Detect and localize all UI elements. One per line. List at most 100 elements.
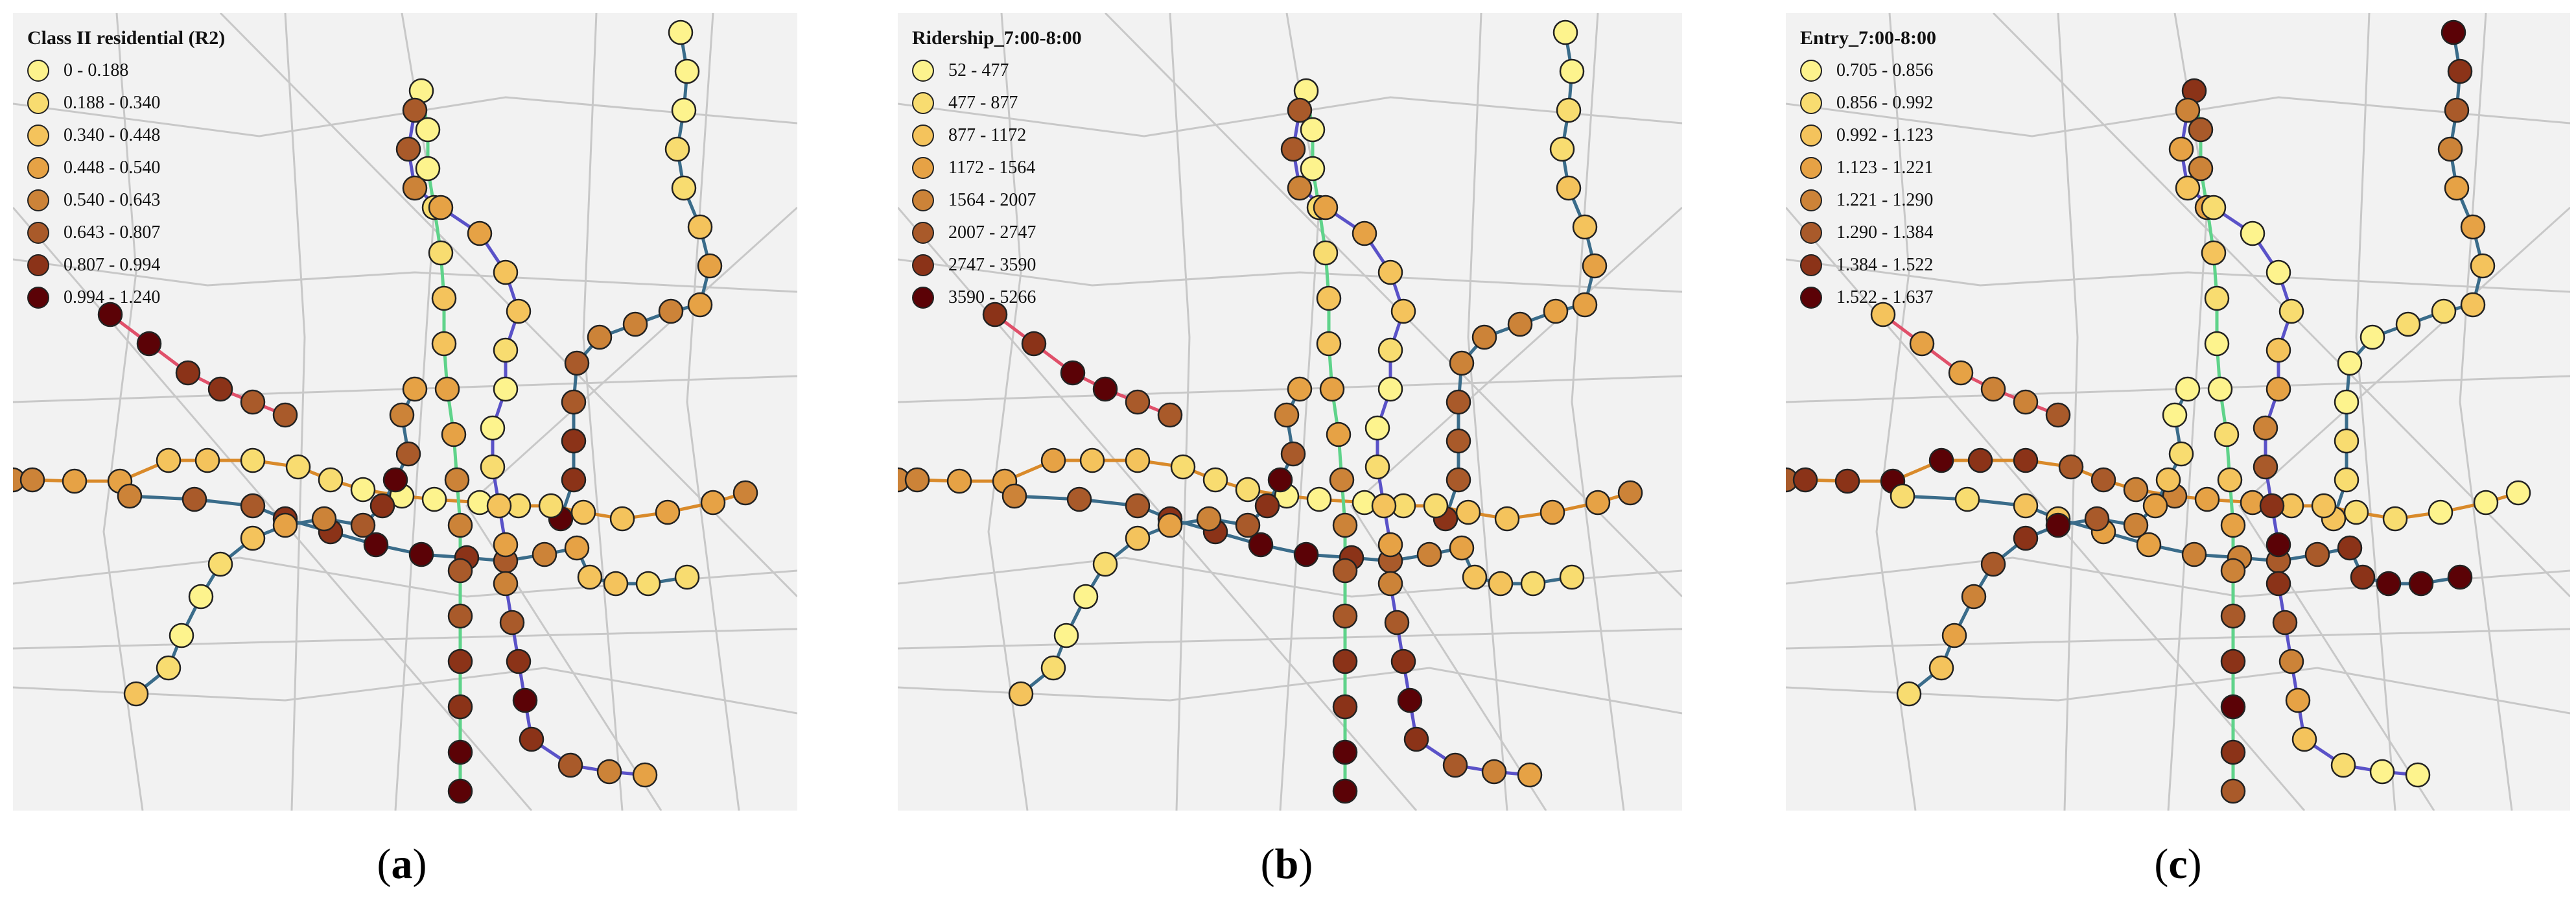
station-marker <box>447 603 473 629</box>
legend-item: 0.705 - 0.856 <box>1800 54 1936 87</box>
station-marker <box>318 467 344 493</box>
station-marker <box>609 506 635 532</box>
station-marker <box>62 468 88 494</box>
legend-title: Entry_7:00-8:00 <box>1800 27 1936 49</box>
legend-label: 877 - 1172 <box>948 125 1027 145</box>
station-marker <box>2253 415 2278 441</box>
station-marker <box>596 759 622 785</box>
caption-b: (b) <box>1260 840 1313 888</box>
station-marker <box>2220 648 2246 674</box>
station-marker <box>982 302 1008 327</box>
station-marker <box>2175 97 2201 123</box>
legend-swatch <box>1800 254 1822 276</box>
station-marker <box>2272 610 2298 636</box>
station-marker <box>2175 175 2201 201</box>
station-marker <box>2201 240 2227 266</box>
station-marker <box>2175 376 2201 402</box>
station-marker <box>1332 558 1358 584</box>
legend-label: 1.290 - 1.384 <box>1836 222 1934 243</box>
station-marker <box>363 532 389 558</box>
station-marker <box>1287 97 1313 123</box>
station-marker <box>1060 360 1086 386</box>
street <box>284 13 306 811</box>
station-marker <box>441 422 467 447</box>
station-marker <box>570 499 596 525</box>
station-marker <box>2291 726 2317 752</box>
station-marker <box>2162 402 2188 428</box>
legend-item: 3590 - 5266 <box>912 281 1082 314</box>
station-marker <box>486 493 512 519</box>
station-marker <box>447 512 473 538</box>
station-marker <box>1377 532 1403 558</box>
station-marker <box>156 655 181 681</box>
station-marker <box>2220 739 2246 765</box>
legend-label: 0 - 0.188 <box>64 60 129 80</box>
station-marker <box>2220 603 2246 629</box>
station-marker <box>447 694 473 720</box>
station-marker <box>1507 311 1533 337</box>
station-marker <box>2194 486 2220 512</box>
station-marker <box>240 525 266 551</box>
station-marker <box>1371 493 1397 519</box>
station-marker <box>2266 571 2291 597</box>
station-marker <box>2350 564 2376 590</box>
legend-label: 52 - 477 <box>948 60 1009 80</box>
station-marker <box>1300 117 1326 143</box>
station-marker <box>1125 493 1151 519</box>
station-marker <box>1488 571 1514 597</box>
station-marker <box>1306 486 1332 512</box>
station-marker <box>2155 467 2181 493</box>
station-marker <box>311 506 337 532</box>
street <box>898 667 1682 715</box>
station-marker <box>671 97 697 123</box>
legend-label: 2007 - 2747 <box>948 222 1036 243</box>
station-marker <box>561 467 587 493</box>
station-marker <box>1834 468 1860 494</box>
station-marker <box>428 240 454 266</box>
station-marker <box>557 752 583 778</box>
station-marker <box>2266 259 2291 285</box>
legend-swatch <box>27 60 49 82</box>
station-marker <box>2253 454 2278 480</box>
station-marker <box>2045 402 2071 428</box>
station-marker <box>1329 467 1355 493</box>
station-marker <box>506 298 532 324</box>
legend-swatch <box>27 287 49 309</box>
station-marker <box>1092 376 1118 402</box>
station-marker <box>577 564 603 590</box>
street <box>898 96 1682 137</box>
street <box>582 13 624 811</box>
station-marker <box>632 762 658 788</box>
legend: Ridership_7:00-8:00 52 - 477 477 - 877 877 … <box>912 27 1082 314</box>
station-marker <box>395 441 421 467</box>
station-marker <box>1196 506 1222 532</box>
legend-swatch <box>27 125 49 147</box>
station-marker <box>1390 648 1416 674</box>
station-marker <box>1941 623 1967 648</box>
legend-item: 0.807 - 0.994 <box>27 249 225 281</box>
station-marker <box>431 331 457 357</box>
station-marker <box>2013 447 2039 473</box>
station-marker <box>493 337 519 363</box>
station-marker <box>1293 541 1319 567</box>
station-marker <box>1274 402 1300 428</box>
station-marker <box>658 298 684 324</box>
legend-swatch <box>27 157 49 179</box>
station-marker <box>587 324 613 350</box>
station-marker <box>1585 490 1611 516</box>
station-marker <box>1377 337 1403 363</box>
station-marker <box>2304 541 2330 567</box>
legend-item: 1564 - 2007 <box>912 184 1082 217</box>
legend-label: 0.807 - 0.994 <box>64 255 161 275</box>
station-marker <box>655 499 681 525</box>
station-marker <box>1559 58 1585 84</box>
station-marker <box>635 571 661 597</box>
station-marker <box>1462 564 1488 590</box>
station-marker <box>2084 506 2110 532</box>
legend-item: 1172 - 1564 <box>912 152 1082 184</box>
station-marker <box>1287 376 1313 402</box>
station-marker <box>194 447 220 473</box>
legend-item: 1.384 - 1.522 <box>1800 249 1936 281</box>
station-marker <box>1928 655 1954 681</box>
legend-swatch <box>27 254 49 276</box>
